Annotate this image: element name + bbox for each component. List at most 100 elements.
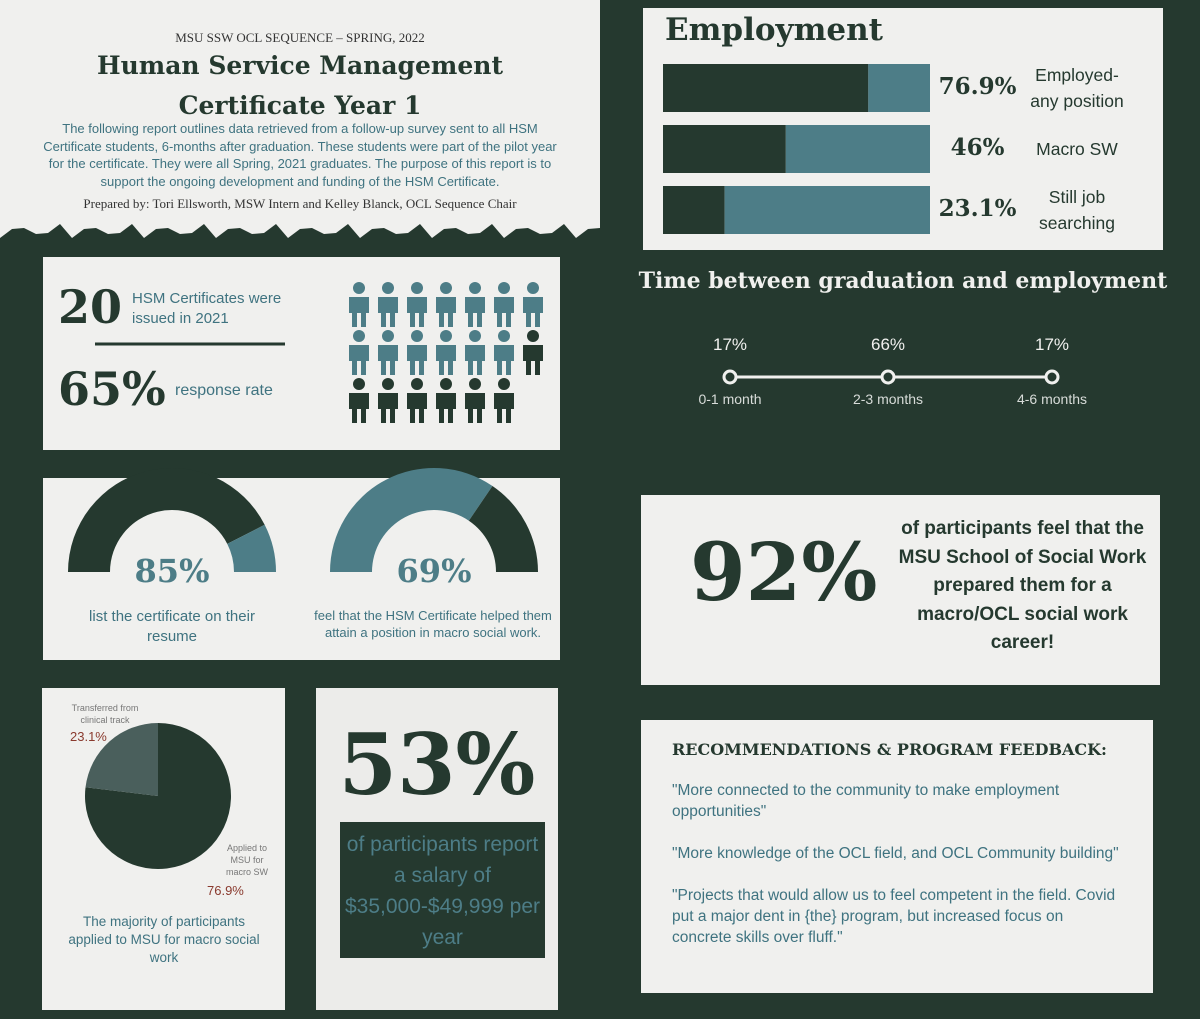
bar-name: Still job searching bbox=[1039, 187, 1115, 233]
bar-value bbox=[663, 125, 786, 173]
gauge-rest bbox=[227, 524, 276, 572]
gauge-caption: feel that the HSM Certificate helped the… bbox=[314, 608, 552, 640]
timeline-period: 2-3 months bbox=[852, 391, 924, 407]
timeline-share: 17% bbox=[1034, 335, 1070, 354]
person-icon bbox=[349, 378, 369, 423]
salary-box bbox=[340, 822, 545, 958]
bar-rest bbox=[724, 186, 930, 234]
bar-label: 76.9% bbox=[938, 73, 1017, 100]
body bbox=[465, 345, 485, 375]
recommendations-title: RECOMMENDATIONS & PROGRAM FEEDBACK: bbox=[672, 740, 1107, 759]
person-icon bbox=[436, 330, 456, 375]
person-icon bbox=[523, 282, 543, 327]
issued-text: HSM Certificates were issued in 2021 bbox=[132, 290, 282, 327]
body bbox=[465, 393, 485, 423]
timeline-share: 66% bbox=[870, 335, 906, 354]
slice-label: 23.1% bbox=[70, 729, 107, 744]
person-icon bbox=[465, 282, 485, 327]
slice-name: Transferred from clinical track bbox=[71, 703, 139, 725]
body bbox=[436, 297, 456, 327]
body bbox=[407, 345, 427, 375]
head bbox=[498, 330, 510, 342]
card bbox=[641, 720, 1153, 993]
gauge-fill bbox=[68, 468, 265, 572]
body bbox=[349, 393, 369, 423]
timeline-title: Time between graduation and employment bbox=[638, 268, 1168, 294]
body bbox=[465, 297, 485, 327]
bar-value bbox=[663, 64, 869, 112]
person-icon bbox=[407, 330, 427, 375]
salary-big: 53% bbox=[338, 715, 536, 814]
gauge-value: 85% bbox=[134, 552, 210, 590]
response-rate: 65% bbox=[58, 362, 166, 416]
gauge-value: 69% bbox=[396, 552, 472, 590]
person-icon bbox=[465, 378, 485, 423]
employment-title: Employment bbox=[665, 12, 883, 48]
body bbox=[407, 297, 427, 327]
head bbox=[411, 330, 423, 342]
timeline-dot bbox=[722, 369, 738, 385]
body bbox=[349, 297, 369, 327]
body bbox=[378, 393, 398, 423]
quote: "Projects that would allow us to feel co… bbox=[672, 887, 1116, 946]
body bbox=[407, 393, 427, 423]
person-icon bbox=[407, 282, 427, 327]
intro: The following report outlines data retri… bbox=[43, 121, 557, 189]
bar-rest bbox=[868, 64, 930, 112]
person-icon bbox=[407, 378, 427, 423]
body bbox=[378, 345, 398, 375]
person-icon bbox=[378, 378, 398, 423]
body bbox=[436, 345, 456, 375]
head bbox=[382, 282, 394, 294]
callout-big: 92% bbox=[690, 525, 878, 619]
card bbox=[641, 495, 1160, 685]
bar-name: Macro SW bbox=[1036, 139, 1118, 159]
head bbox=[382, 330, 394, 342]
head bbox=[353, 330, 365, 342]
marks bbox=[68, 64, 1060, 869]
head bbox=[382, 378, 394, 390]
head bbox=[469, 282, 481, 294]
gauge-caption: list the certificate on their resume bbox=[89, 608, 255, 645]
person-icon bbox=[465, 330, 485, 375]
bar-rest bbox=[785, 125, 930, 173]
head bbox=[411, 282, 423, 294]
quote: "More connected to the community to make… bbox=[672, 782, 1060, 820]
header-paper bbox=[0, 0, 600, 238]
timeline-share: 17% bbox=[712, 335, 748, 354]
head bbox=[498, 378, 510, 390]
body bbox=[349, 345, 369, 375]
body bbox=[494, 297, 514, 327]
head bbox=[469, 378, 481, 390]
head bbox=[440, 282, 452, 294]
issued-count: 20 bbox=[58, 280, 123, 334]
head bbox=[411, 378, 423, 390]
byline: Prepared by: Tori Ellsworth, MSW Intern … bbox=[83, 196, 517, 211]
bar-label: 46% bbox=[950, 134, 1005, 161]
quotes: "More connected to the community to make… bbox=[672, 780, 1122, 969]
head bbox=[353, 282, 365, 294]
person-icon bbox=[349, 330, 369, 375]
head bbox=[527, 282, 539, 294]
person-icon bbox=[523, 330, 543, 375]
body bbox=[436, 393, 456, 423]
pie-slice bbox=[85, 723, 158, 796]
response-text: response rate bbox=[175, 382, 273, 399]
person-icon bbox=[436, 282, 456, 327]
timeline-dot bbox=[880, 369, 896, 385]
body bbox=[523, 345, 543, 375]
gauge-rest bbox=[468, 485, 538, 572]
person-icon bbox=[494, 282, 514, 327]
timeline-period: 0-1 month bbox=[698, 391, 762, 407]
person-icon bbox=[436, 378, 456, 423]
person-icon bbox=[349, 282, 369, 327]
bar-label: 23.1% bbox=[938, 195, 1017, 222]
head bbox=[440, 330, 452, 342]
person-icon bbox=[494, 378, 514, 423]
body bbox=[494, 393, 514, 423]
salary-text: of participants report a salary of $35,0… bbox=[345, 833, 540, 949]
gauge-fill bbox=[330, 468, 493, 572]
slice-label: 76.9% bbox=[207, 883, 244, 898]
